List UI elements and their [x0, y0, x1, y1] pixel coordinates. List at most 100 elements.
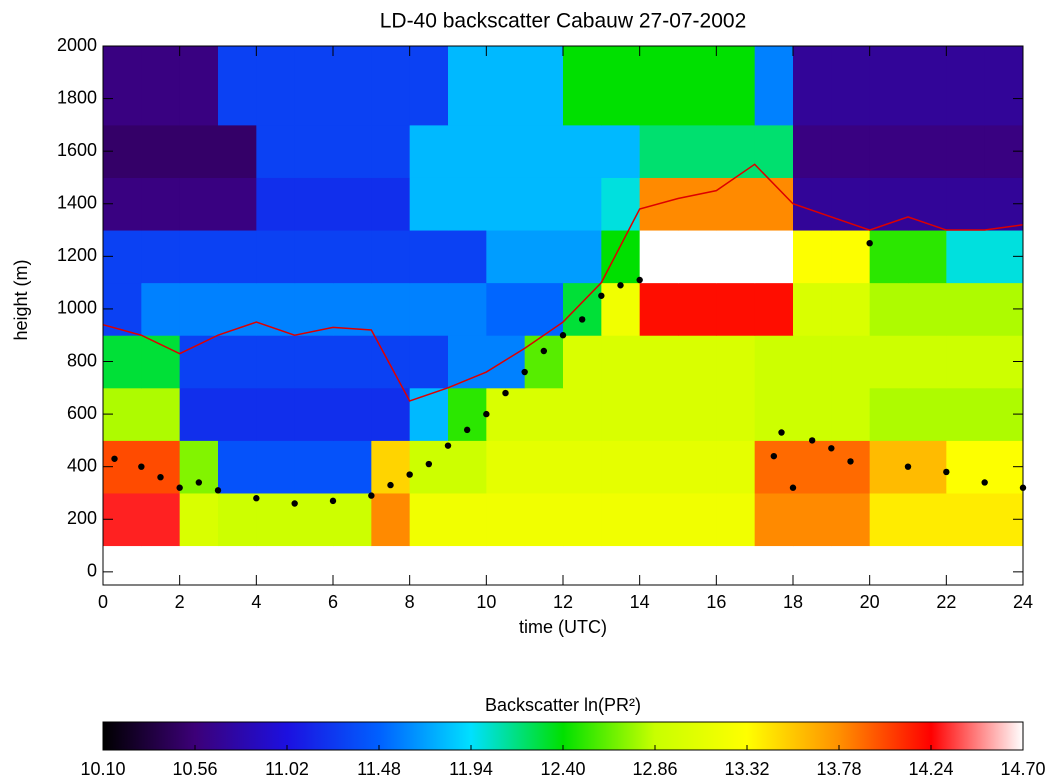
heatmap-cell	[256, 282, 296, 336]
heatmap-cell	[754, 282, 794, 336]
colorbar-tick-label: 13.32	[724, 759, 769, 779]
heatmap-cell	[563, 177, 602, 231]
scatter-point	[847, 458, 854, 465]
heatmap-cell	[218, 440, 257, 494]
x-tick-label: 24	[1013, 592, 1033, 612]
heatmap-cell	[678, 177, 717, 231]
heatmap-cell	[716, 440, 756, 494]
scatter-point	[368, 492, 375, 499]
scatter-point	[904, 463, 912, 470]
heatmap-cell	[333, 230, 372, 284]
heatmap-cell	[294, 492, 334, 547]
y-tick-label: 600	[67, 403, 97, 423]
x-tick-label: 22	[936, 592, 956, 612]
heatmap-cell	[371, 335, 411, 389]
heatmap-cell	[831, 124, 871, 178]
colorbar-tick-label: 10.56	[172, 759, 217, 779]
colorbar-tick-label: 11.94	[449, 759, 493, 779]
heatmap-cell	[678, 335, 717, 389]
mixing-layer-line	[102, 163, 1024, 402]
heatmap-cell	[984, 46, 1024, 126]
heatmap-cell	[716, 335, 756, 389]
heatmap-cell	[294, 440, 334, 494]
heatmap-cell	[218, 46, 257, 126]
x-tick-label: 16	[706, 592, 726, 612]
heatmap-cell	[869, 492, 909, 547]
scatter-point	[521, 368, 528, 376]
heatmap-cell	[179, 492, 219, 547]
heatmap-cell	[179, 387, 219, 441]
heatmap-cell	[716, 124, 756, 178]
heatmap-cell	[218, 230, 257, 284]
x-tick-label: 10	[476, 592, 496, 612]
colorbar-tick-label: 10.10	[80, 759, 125, 779]
heatmap-cell	[639, 492, 679, 547]
heatmap-cell	[294, 230, 334, 284]
heatmap-cell	[141, 230, 181, 284]
heatmap-cell	[678, 387, 717, 441]
heatmap-cell	[256, 440, 296, 494]
scatter-point	[540, 347, 548, 355]
colorbar-tick-label: 12.40	[540, 759, 585, 779]
chart-title: LD-40 backscatter Cabauw 27-07-2002	[380, 10, 747, 33]
heatmap-cell	[371, 124, 411, 178]
heatmap-cell	[486, 387, 526, 441]
heatmap-cell	[908, 46, 947, 126]
heatmap-cell	[524, 335, 564, 389]
heatmap-cell	[869, 440, 909, 494]
heatmap-cell	[524, 492, 564, 547]
heatmap-cell	[563, 124, 602, 178]
heatmap-cell	[869, 124, 909, 178]
heatmap-cell	[946, 177, 986, 231]
heatmap-cell	[754, 46, 794, 126]
heatmap-cell	[563, 387, 602, 441]
heatmap-cell	[409, 335, 449, 389]
heatmap-cell	[601, 124, 641, 178]
heatmap-cell	[371, 387, 411, 441]
heatmap-cell	[256, 492, 296, 547]
heatmap-cell	[218, 282, 257, 336]
x-tick-label: 0	[98, 592, 108, 612]
heatmap-cell	[908, 282, 947, 336]
heatmap-cell	[754, 335, 794, 389]
heatmap-cell	[333, 177, 372, 231]
y-axis-label: height (m)	[11, 259, 31, 340]
heatmap-cell	[448, 440, 487, 494]
heatmap-cell	[524, 46, 564, 126]
heatmap-cell	[869, 230, 909, 284]
x-axis-label: time (UTC)	[519, 617, 607, 637]
heatmap-cell	[678, 46, 717, 126]
heatmap-cell	[793, 124, 832, 178]
heatmap-cell	[754, 124, 794, 178]
colorbar-tick-label: 11.02	[265, 759, 309, 779]
scatter-point	[808, 437, 816, 444]
heatmap-cell	[524, 124, 564, 178]
heatmap-cell	[793, 177, 832, 231]
heatmap-cell	[601, 230, 641, 284]
heatmap-cell	[678, 124, 717, 178]
heatmap-cell	[141, 492, 181, 547]
heatmap-cell	[333, 440, 372, 494]
heatmap-cell	[409, 282, 449, 336]
heatmap-cell	[563, 440, 602, 494]
scatter-point	[789, 484, 797, 491]
heatmap-cell	[218, 492, 257, 547]
y-tick-label: 1800	[57, 87, 97, 107]
scatter-point	[828, 445, 835, 452]
heatmap-cell	[409, 177, 449, 231]
x-tick-label: 2	[175, 592, 185, 612]
heatmap-cell	[946, 46, 986, 126]
heatmap-cell	[793, 335, 832, 389]
heatmap-cell	[639, 230, 679, 284]
heatmap-cell	[256, 335, 296, 389]
heatmap-cell	[831, 177, 871, 231]
heatmap-cell	[179, 230, 219, 284]
heatmap-cell	[486, 282, 526, 336]
heatmap-cell	[639, 124, 679, 178]
scatter-point	[157, 474, 164, 481]
scatter-point	[559, 332, 567, 339]
heatmap-cell	[563, 492, 602, 547]
heatmap-cell	[639, 440, 679, 494]
heatmap-cell	[908, 177, 947, 231]
